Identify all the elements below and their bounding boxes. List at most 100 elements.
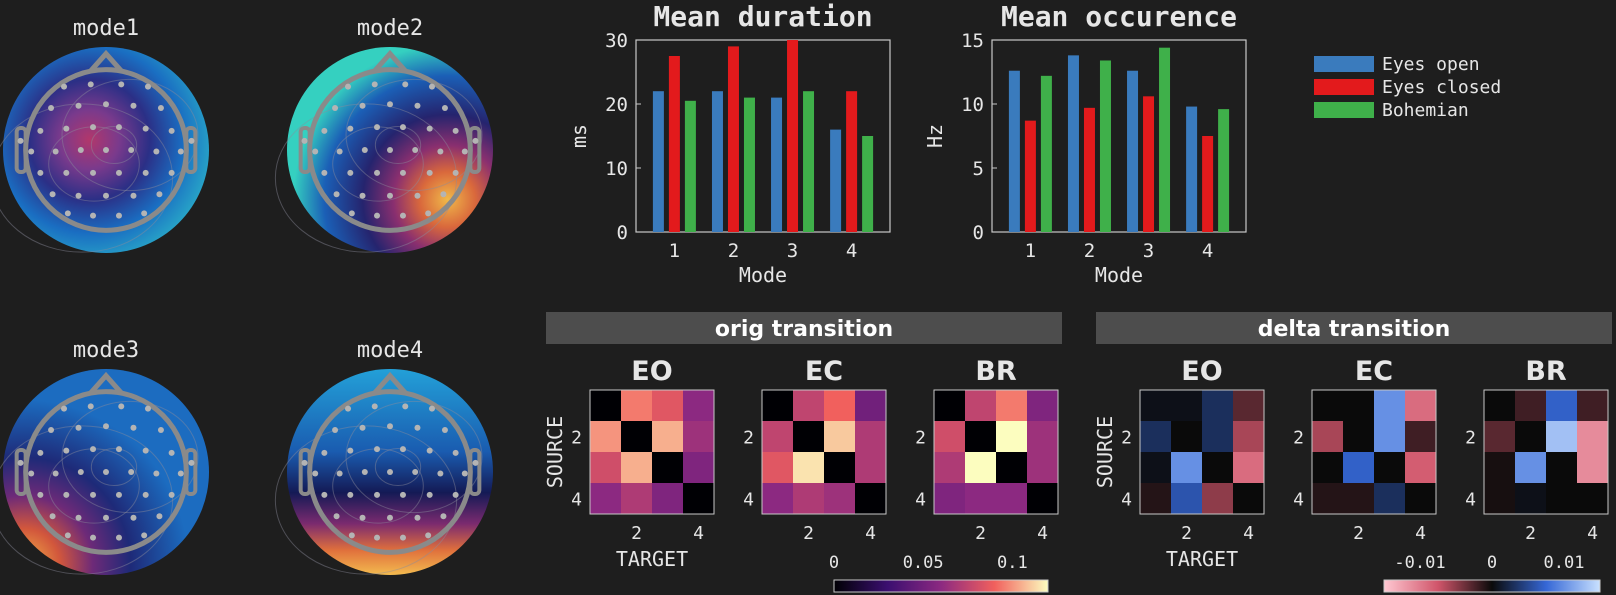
heatmap-cell <box>683 421 714 452</box>
colorbar-tick-label: 0.05 <box>903 553 944 573</box>
heatmap-panel-ec: EC 2 4 2 4 <box>1293 356 1437 544</box>
heatmap-cell <box>1577 390 1608 421</box>
electrode-marker <box>156 513 163 520</box>
electrode-marker <box>153 470 160 477</box>
col-tick-label: 2 <box>1353 523 1364 544</box>
heatmap-cell <box>1233 390 1264 421</box>
electrode-marker <box>414 424 421 431</box>
bar-eyes-closed <box>1024 120 1036 232</box>
left-ear-icon <box>14 126 28 174</box>
electrode-marker <box>144 405 151 412</box>
electrode-marker <box>142 491 149 498</box>
electrode-marker <box>115 534 122 541</box>
y-tick-label: 10 <box>605 158 628 180</box>
electrode-marker <box>426 491 433 498</box>
heatmap-cell <box>1312 483 1343 514</box>
heatmap-cell <box>824 421 855 452</box>
heatmap-frame <box>933 389 1059 515</box>
nose-icon <box>88 49 124 74</box>
bar-bohemian <box>684 100 696 232</box>
heatmap-cell <box>1140 390 1171 421</box>
row-tick-label: 2 <box>1121 428 1132 449</box>
electrode-marker <box>426 169 433 176</box>
heatmap-cell <box>1343 452 1374 483</box>
bar-chart-2: Mean occurence 0 5 10 15 Hz 1 2 3 4 Mode <box>923 0 1247 287</box>
row-tick-label: 2 <box>571 428 582 449</box>
electrode-marker <box>63 125 70 132</box>
heatmap-cell <box>1233 421 1264 452</box>
electrode-marker <box>153 148 160 155</box>
heatmap-cell <box>1577 421 1608 452</box>
heatmap-cell <box>683 390 714 421</box>
electrode-marker <box>428 405 435 412</box>
electrode-marker <box>399 534 406 541</box>
colorbar <box>833 579 1049 593</box>
left-ear-icon <box>298 126 312 174</box>
panel-title: EO <box>631 356 672 387</box>
contour-line <box>90 125 138 165</box>
heatmap-cell <box>934 390 965 421</box>
heatmap-cell <box>1140 452 1171 483</box>
electrode-marker <box>168 169 175 176</box>
electrode-marker <box>333 513 340 520</box>
heatmap-cell <box>590 421 621 452</box>
electrode-marker <box>128 147 135 153</box>
electrode-marker <box>399 212 406 219</box>
heatmap-panel-ec: EC 2 4 2 4 <box>743 356 887 544</box>
bar-eyes-closed <box>668 56 680 232</box>
colorbar-tick-label: -0.01 <box>1394 553 1445 573</box>
heatmap-cell <box>965 452 996 483</box>
row-tick-label: 4 <box>571 490 582 511</box>
x-tick-label: 3 <box>787 240 798 262</box>
heatmap-cell <box>1343 421 1374 452</box>
y-axis-label: ms <box>567 124 591 148</box>
bar-eyes-closed <box>846 91 858 232</box>
y-axis-label: SOURCE <box>1093 416 1117 488</box>
electrode-marker <box>348 210 355 217</box>
y-tick-label: 5 <box>973 158 984 180</box>
heatmap-cell <box>590 452 621 483</box>
heatmap-cell <box>1171 390 1202 421</box>
plot-frame <box>991 39 1247 233</box>
electrode-marker <box>177 148 184 155</box>
legend-swatch <box>1314 102 1374 118</box>
heatmap-cell <box>824 483 855 514</box>
electrode-marker <box>374 534 381 541</box>
electrode-marker <box>168 127 175 134</box>
heatmap-cell <box>1202 390 1233 421</box>
contour-line <box>61 78 199 192</box>
x-tick-label: 3 <box>1143 240 1154 262</box>
electrode-marker <box>142 125 149 132</box>
electrode-marker <box>128 469 135 475</box>
heatmap-cell <box>855 390 886 421</box>
bar-eyes-open <box>1067 55 1079 232</box>
bar-eyes-open <box>711 91 723 232</box>
x-axis-label: Mode <box>739 263 787 287</box>
left-ear-icon <box>14 448 28 496</box>
heatmap-cell <box>652 421 683 452</box>
heatmap-cell <box>1202 483 1233 514</box>
electrode-marker <box>115 212 122 219</box>
electrode-marker <box>90 446 97 453</box>
heatmap-cell <box>1405 483 1436 514</box>
electrode-marker <box>52 148 59 155</box>
electrode-marker <box>157 427 164 434</box>
electrode-marker <box>399 124 406 131</box>
electrode-marker <box>387 514 393 521</box>
x-axis-label: Mode <box>1095 263 1143 287</box>
colorbar-tick-label: 0 <box>1487 553 1497 573</box>
electrode-marker <box>333 191 340 198</box>
electrode-marker <box>156 191 163 198</box>
electrode-marker <box>52 470 59 477</box>
col-tick-label: 2 <box>631 523 642 544</box>
bar-eyes-open <box>771 97 783 232</box>
electrode-marker <box>118 403 125 410</box>
electrode-marker <box>144 83 151 90</box>
heatmap-cell <box>855 452 886 483</box>
heatmap-cell <box>1515 390 1546 421</box>
topomap-mode3: mode3 <box>0 338 209 575</box>
electrode-marker <box>28 470 35 477</box>
heatmap-cell <box>1027 452 1058 483</box>
electrode-marker <box>461 470 468 477</box>
